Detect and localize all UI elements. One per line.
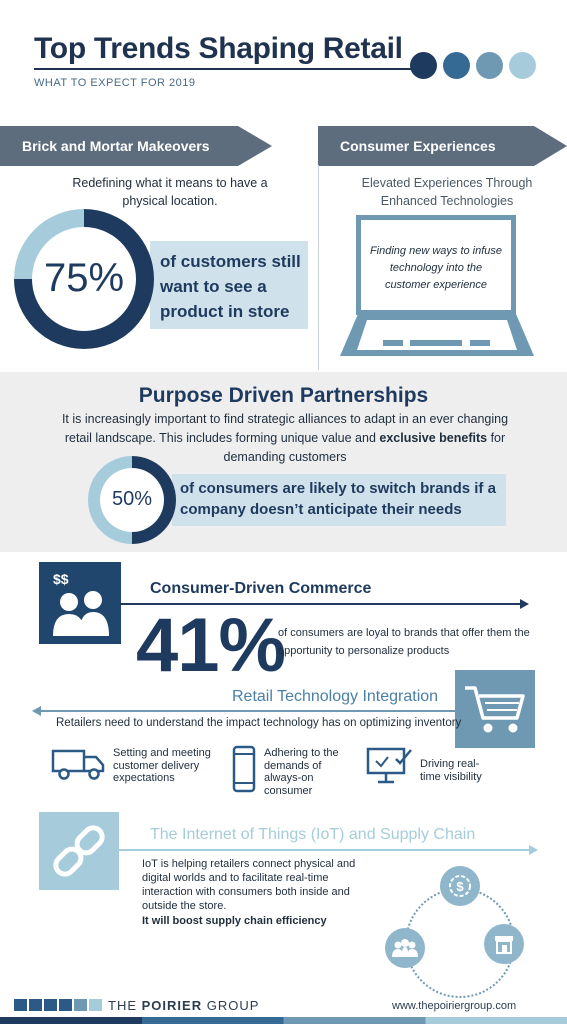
- feature-mobile-text: Adhering to the demands of always-on con…: [264, 747, 339, 797]
- feature-visibility-text: Driving real-time visibility: [420, 758, 482, 783]
- smartphone-icon: [232, 745, 256, 798]
- dollar-label: $$: [53, 571, 69, 587]
- header-dot-1: [410, 52, 437, 79]
- retail-tech-arrow-icon: [32, 706, 41, 716]
- laptop-icon: [356, 215, 516, 315]
- iot-arrow-icon: [529, 845, 538, 855]
- chain-link-icon: [39, 812, 119, 890]
- shopping-cart-icon: [455, 670, 535, 748]
- logo-mark: [14, 999, 27, 1011]
- laptop-key: [470, 340, 490, 346]
- stat-50-value: 50%: [111, 488, 153, 510]
- people-group-icon: [385, 928, 425, 968]
- commerce-rule: [120, 603, 520, 605]
- retail-tech-rule: [40, 710, 456, 712]
- monitor-check-icon: [366, 747, 414, 792]
- stat-75-box: [150, 241, 308, 329]
- brick-mortar-intro: Redefining what it means to have a physi…: [72, 176, 268, 208]
- consumer-experiences-banner-label: Consumer Experiences: [340, 138, 496, 154]
- stat-75-value: 75%: [43, 256, 125, 300]
- brick-mortar-banner-label: Brick and Mortar Makeovers: [22, 138, 210, 154]
- partnerships-body: It is increasingly important to find str…: [50, 410, 520, 467]
- brand-bold: POIRIER: [141, 998, 203, 1013]
- dollar-gear-icon: $: [440, 866, 480, 906]
- iot-bold-text: It will boost supply chain efficiency: [142, 915, 327, 927]
- feature-delivery-text: Setting and meeting customer delivery ex…: [113, 747, 211, 784]
- partnerships-body-text-end: for demanding customers: [223, 431, 506, 464]
- laptop-key: [410, 340, 462, 346]
- logo-mark: [29, 999, 42, 1011]
- svg-text:$: $: [456, 879, 464, 894]
- footer-strip: [0, 1017, 567, 1024]
- logo-mark: [44, 999, 57, 1011]
- page-subtitle: WHAT TO EXPECT FOR 2019: [34, 77, 196, 89]
- logo-mark: [74, 999, 87, 1011]
- storefront-icon: [484, 924, 524, 964]
- brand-name: THE POIRIER GROUP: [108, 998, 259, 1013]
- brand-suffix: GROUP: [202, 998, 260, 1013]
- donut-75-center: [32, 227, 136, 331]
- section-divider: [318, 165, 319, 370]
- header-dot-4: [509, 52, 536, 79]
- brick-mortar-banner: Brick and Mortar Makeovers: [0, 126, 272, 166]
- partnerships-body-bold: exclusive benefits: [379, 431, 488, 445]
- iot-rule: [119, 849, 529, 851]
- logo-mark: [89, 999, 102, 1011]
- stat-75-text: of customers still want to see a product…: [160, 252, 301, 321]
- commerce-arrow-icon: [520, 599, 529, 609]
- partnerships-body-text: It is increasingly important to find str…: [61, 412, 509, 445]
- stat-41-value: 41%: [136, 603, 286, 688]
- iot-body: IoT is helping retailers connect physica…: [142, 858, 356, 912]
- iot-title: The Internet of Things (IoT) and Supply …: [150, 826, 476, 843]
- brand-prefix: THE: [108, 998, 142, 1013]
- website-link[interactable]: www.thepoiriergroup.com: [392, 1000, 517, 1012]
- laptop-screen-text: Finding new ways to infuse technology in…: [369, 245, 503, 291]
- logo-mark: [59, 999, 72, 1011]
- delivery-truck-icon: [50, 745, 106, 786]
- stat-50-box: [172, 474, 506, 526]
- stat-50-text: of consumers are likely to switch brands…: [180, 480, 496, 518]
- page-title: Top Trends Shaping Retail: [34, 32, 403, 65]
- consumer-experiences-banner: Consumer Experiences: [318, 126, 567, 166]
- header-dot-2: [443, 52, 470, 79]
- header-dot-3: [476, 52, 503, 79]
- customers-icon: $$: [39, 562, 121, 644]
- partnerships-title: Purpose Driven Partnerships: [138, 384, 429, 407]
- donut-50-center: [100, 468, 164, 532]
- laptop-key: [383, 340, 403, 346]
- retail-tech-title: Retail Technology Integration: [232, 688, 439, 705]
- consumer-experiences-intro: Elevated Experiences Through Enhanced Te…: [361, 176, 533, 208]
- stat-41-text: of consumers are loyal to brands that of…: [278, 627, 530, 657]
- title-underline: [34, 68, 414, 70]
- retail-tech-intro: Retailers need to understand the impact …: [56, 717, 462, 729]
- commerce-title: Consumer-Driven Commerce: [150, 580, 372, 597]
